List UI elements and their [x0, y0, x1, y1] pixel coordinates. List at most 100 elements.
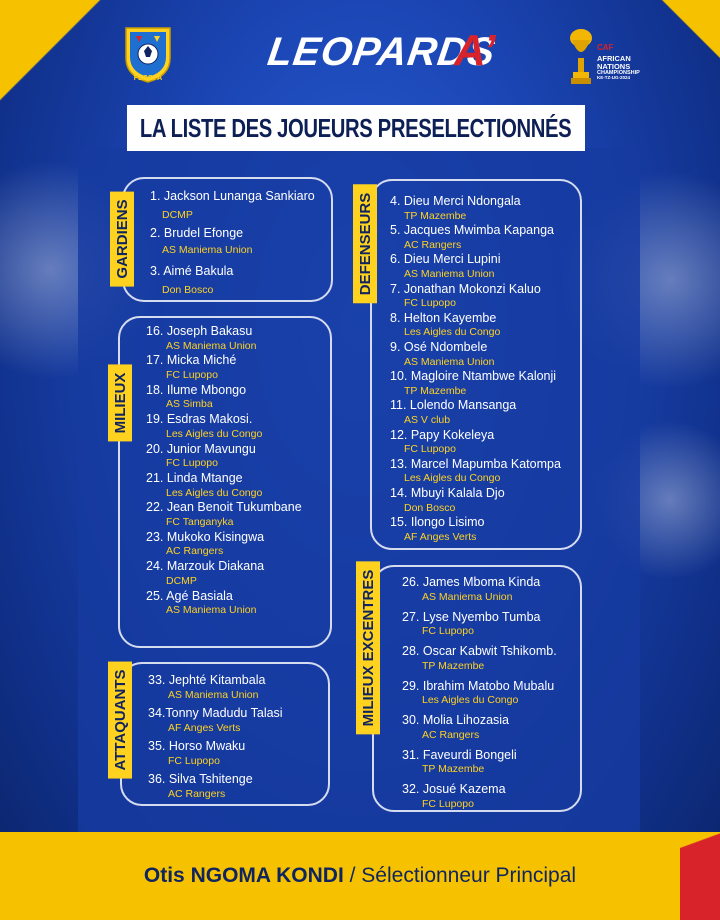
player-name: 30. Molia Lihozasia	[402, 713, 510, 727]
red-corner-decoration	[680, 810, 720, 920]
footer-bar: Otis NGOMA KONDI / Sélectionneur Princip…	[0, 832, 720, 920]
player-name: 25. Agé Basiala	[146, 588, 233, 603]
caf-line-african: AFRICAN	[597, 53, 631, 63]
player-club: AS Maniema Union	[404, 355, 495, 368]
list-item: 6. Dieu Merci Lupini AS Maniema Union	[390, 253, 500, 279]
player-club: AS Maniema Union	[166, 339, 257, 352]
list-item: 12. Papy Kokeleya FC Lupopo	[390, 429, 494, 455]
coach-name: Otis NGOMA KONDI	[143, 864, 344, 887]
player-name: 28. Oscar Kabwit Tshikomb.	[402, 644, 557, 658]
player-club: AS Maniema Union	[404, 267, 495, 280]
yellow-corner-decoration-right	[590, 0, 720, 60]
player-name: 33. Jephté Kitambala	[148, 673, 266, 687]
player-name: 32. Josué Kazema	[402, 782, 506, 796]
group-label-milieux: MILIEUX	[108, 364, 132, 442]
list-item: 30. Molia Lihozasia AC Rangers	[402, 714, 509, 740]
list-banner: LA LISTE DES JOUEURS PRESELECTIONNÉS	[127, 105, 585, 151]
list-item: 20. Junior Mavungu FC Lupopo	[146, 443, 256, 469]
trophy-icon	[570, 29, 592, 84]
group-box-defenseurs	[370, 179, 582, 550]
list-item: 13. Marcel Mapumba Katompa Les Aigles du …	[390, 458, 561, 484]
player-name: 14. Mbuyi Kalala Djo	[390, 486, 505, 500]
player-club: FC Lupopo	[166, 457, 218, 470]
list-item: 32. Josué Kazema FC Lupopo	[402, 783, 506, 809]
list-item: 19. Esdras Makosi. Les Aigles du Congo	[146, 413, 262, 439]
player-club: FC Lupopo	[166, 368, 218, 381]
page-title-suffix: A’	[454, 26, 496, 75]
player-club: FC Lupopo	[404, 443, 456, 456]
fecofa-label: FECOFA	[133, 75, 163, 82]
player-club: TP Mazembe	[422, 763, 485, 775]
player-club: FC Lupopo	[168, 754, 220, 767]
player-club: TP Mazembe	[404, 209, 467, 222]
player-club: DCMP	[162, 208, 193, 221]
player-name: 5. Jacques Mwimba Kapanga	[390, 223, 554, 238]
player-name: 35. Horso Mwaku	[148, 739, 246, 753]
player-name: 4. Dieu Merci Ndongala	[390, 194, 521, 208]
player-name: 11. Lolendo Mansanga	[390, 398, 517, 413]
player-club: Don Bosco	[404, 501, 456, 514]
player-club: AS Maniema Union	[162, 243, 253, 256]
player-club: Les Aigles du Congo	[166, 427, 263, 440]
list-item: 24. Marzouk Diakana DCMP	[146, 560, 264, 586]
player-club: FC Lupopo	[404, 297, 456, 310]
player-name: 15. Ilongo Lisimo	[390, 515, 485, 530]
player-club: Les Aigles du Congo	[166, 486, 263, 499]
player-name: 20. Junior Mavungu	[146, 441, 256, 456]
list-item: 2. Brudel Efonge AS Maniema Union	[150, 227, 252, 255]
player-name: 2. Brudel Efonge	[150, 226, 244, 240]
fecofa-logo-icon	[125, 27, 171, 83]
player-name: 24. Marzouk Diakana	[146, 559, 265, 574]
player-club: AS Maniema Union	[168, 688, 259, 701]
player-name: 19. Esdras Makosi.	[146, 412, 253, 427]
player-club: Les Aigles du Congo	[404, 326, 501, 339]
player-club: AC Rangers	[422, 728, 480, 741]
list-item: 36. Silva Tshitenge AC Rangers	[148, 773, 253, 799]
list-item: 5. Jacques Mwimba Kapanga AC Rangers	[390, 224, 554, 250]
player-name: 31. Faveurdi Bongeli	[402, 747, 517, 762]
player-club: AS Maniema Union	[166, 604, 257, 617]
caf-line-hosts: KE-TZ-UG-2024	[597, 75, 631, 81]
list-item: 26. James Mboma Kinda AS Maniema Union	[402, 576, 540, 602]
player-name: 13. Marcel Mapumba Katompa	[390, 456, 561, 471]
player-name: 21. Linda Mtange	[146, 471, 243, 485]
list-item: 21. Linda Mtange Les Aigles du Congo	[146, 472, 262, 498]
player-name: 10. Magloire Ntambwe Kalonji	[390, 369, 557, 384]
player-club: AS Simba	[166, 398, 213, 411]
group-label-defenseurs: DEFENSEURS	[353, 184, 377, 304]
list-item: 1. Jackson Lunanga Sankiaro DCMP	[150, 190, 315, 220]
player-club: Les Aigles du Congo	[404, 472, 501, 485]
player-club: TP Mazembe	[422, 659, 485, 672]
list-item: 15. Ilongo Lisimo AF Anges Verts	[390, 516, 485, 542]
player-club: Les Aigles du Congo	[422, 694, 519, 706]
player-club: AS Maniema Union	[422, 590, 513, 603]
player-name: 9. Osé Ndombele	[390, 340, 488, 354]
group-box-milieux	[118, 316, 332, 648]
player-name: 26. James Mboma Kinda	[402, 575, 541, 589]
player-name: 29. Ibrahim Matobo Mubalu	[402, 678, 555, 693]
list-item: 28. Oscar Kabwit Tshikomb. TP Mazembe	[402, 645, 557, 671]
list-item: 8. Helton Kayembe Les Aigles du Congo	[390, 312, 500, 338]
player-name: 12. Papy Kokeleya	[390, 427, 495, 442]
group-label-attaquants: ATTAQUANTS	[108, 661, 132, 779]
player-club: FC Tanganyka	[166, 515, 234, 528]
player-club: FC Lupopo	[422, 797, 474, 810]
player-name: 34.Tonny Madudu Talasi	[148, 706, 283, 720]
player-club: FC Lupopo	[422, 625, 474, 637]
list-item: 3. Aimé Bakula Don Bosco	[150, 265, 233, 295]
list-item: 23. Mukoko Kisingwa AC Rangers	[146, 531, 264, 557]
list-item: 18. Ilume Mbongo AS Simba	[146, 384, 246, 410]
list-item: 34.Tonny Madudu Talasi AF Anges Verts	[148, 707, 283, 733]
list-item: 17. Micka Miché FC Lupopo	[146, 354, 236, 380]
player-name: 8. Helton Kayembe	[390, 310, 497, 325]
player-name: 17. Micka Miché	[146, 353, 237, 368]
list-item: 27. Lyse Nyembo Tumba FC Lupopo	[402, 610, 541, 637]
player-name: 1. Jackson Lunanga Sankiaro	[150, 189, 315, 203]
caf-line-championship: CHAMPIONSHIP	[597, 69, 640, 76]
player-club: DCMP	[166, 574, 197, 587]
list-item: 4. Dieu Merci Ndongala TP Mazembe	[390, 195, 521, 221]
list-banner-title: LA LISTE DES JOUEURS PRESELECTIONNÉS	[140, 112, 572, 143]
player-club: AF Anges Verts	[168, 721, 241, 734]
list-item: 31. Faveurdi Bongeli TP Mazembe	[402, 747, 517, 775]
list-item: 7. Jonathan Mokonzi Kaluo FC Lupopo	[390, 283, 541, 309]
